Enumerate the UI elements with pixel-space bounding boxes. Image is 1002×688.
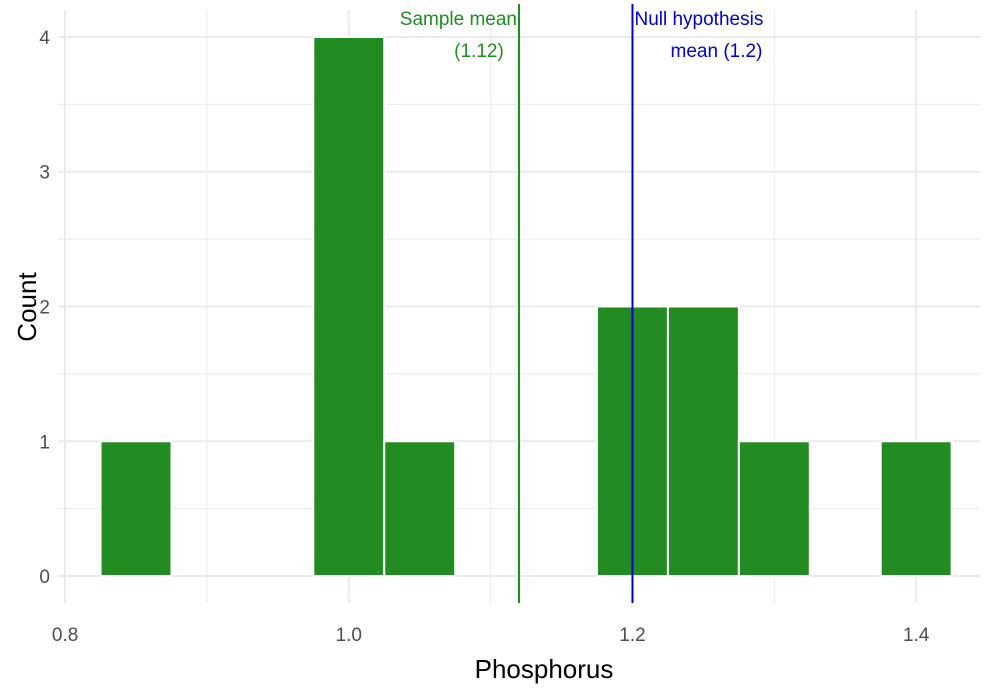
sample-mean-label: (1.12) [454,41,504,62]
x-axis-title: Phosphorus [475,654,614,684]
histogram-bar [666,305,740,578]
histogram-bar [312,35,386,578]
histogram-bar [879,440,953,578]
y-axis-title: Count [12,272,42,342]
x-tick-label: 1.2 [619,625,645,646]
y-tick-label: 3 [39,163,50,184]
tick-labels-layer: 0.8 1.0 1.2 1.4 0 1 2 3 4 [39,28,929,646]
x-tick-label: 0.8 [52,625,78,646]
histogram-bar [737,440,811,578]
y-tick-label: 1 [39,432,50,453]
reference-lines-layer: Sample mean (1.12) Null hypothesis mean (1.… [400,4,763,603]
x-tick-label: 1.0 [336,625,362,646]
histogram-bar [99,440,173,578]
y-tick-label: 0 [39,567,50,588]
sample-mean-label: Sample mean [400,9,517,30]
histogram-bar [383,440,457,578]
y-tick-label: 2 [39,298,50,319]
null-mean-label: Null hypothesis [634,9,763,30]
y-tick-label: 4 [39,28,50,49]
x-tick-label: 1.4 [903,625,930,646]
null-mean-label: mean (1.2) [671,41,763,62]
